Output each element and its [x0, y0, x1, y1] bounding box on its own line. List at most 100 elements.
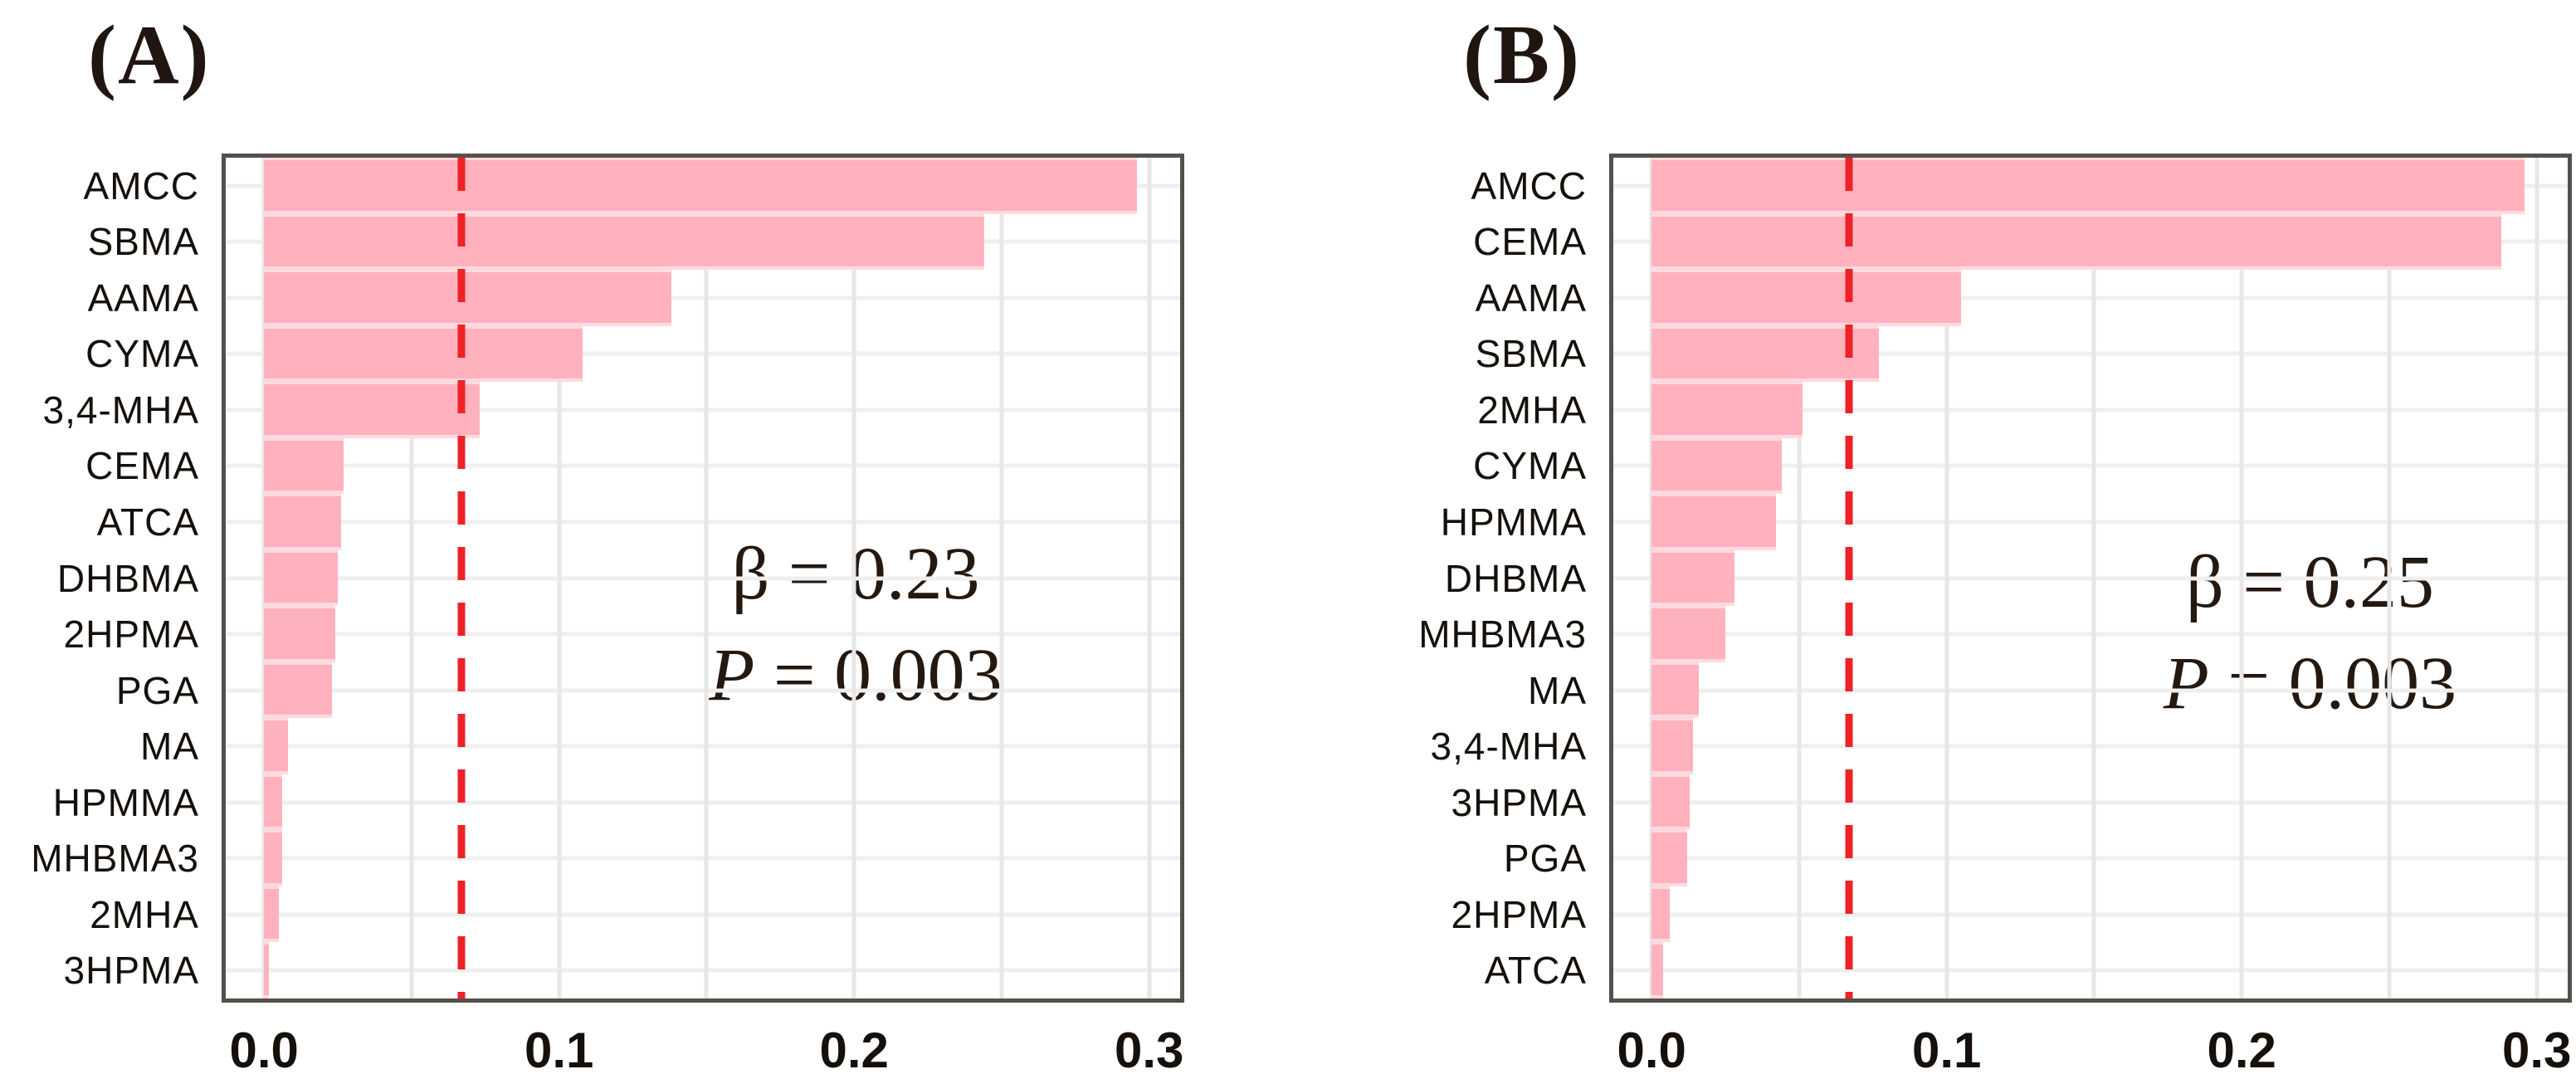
beta-symbol: β: [731, 533, 769, 615]
y-category-label: 2MHA: [90, 892, 199, 937]
y-category-label: 2HPMA: [64, 612, 199, 657]
bar-AAMA: [264, 270, 671, 326]
x-tick-label: 0.3: [2502, 1022, 2571, 1079]
bar-HPMMA: [1651, 494, 1775, 550]
y-category-label: 3,4-MHA: [1431, 724, 1587, 769]
vertical-gridline: [999, 158, 1003, 998]
y-category-label: ATCA: [1485, 948, 1587, 993]
horizontal-gridline: [226, 969, 1180, 973]
horizontal-gridline: [1613, 912, 2568, 916]
bar-2HPMA: [1651, 886, 1669, 943]
x-tick-label: 0.1: [1912, 1022, 1981, 1079]
bar-3,4-MHA: [1651, 718, 1693, 774]
y-category-label: SBMA: [88, 219, 199, 264]
vertical-gridline: [2535, 158, 2539, 998]
beta-line: β = 0.25: [2005, 532, 2576, 633]
y-category-label: SBMA: [1476, 331, 1587, 376]
y-category-label: HPMMA: [53, 780, 199, 825]
panel-title-b: (B): [1463, 7, 1581, 104]
y-category-label: 3HPMA: [64, 948, 199, 993]
bar-2MHA: [264, 886, 279, 943]
p-symbol: P: [2164, 642, 2209, 725]
y-category-label: DHBMA: [1445, 556, 1587, 601]
y-category-label: MA: [1528, 668, 1587, 713]
bar-HPMMA: [264, 774, 281, 831]
y-category-label: PGA: [116, 668, 199, 713]
horizontal-gridline: [1613, 800, 2568, 804]
horizontal-gridline: [1613, 969, 2568, 973]
y-category-label: 3,4-MHA: [43, 388, 199, 432]
horizontal-gridline: [1613, 576, 2568, 580]
bar-MA: [264, 718, 287, 774]
vertical-gridline: [2240, 158, 2244, 998]
bar-ATCA: [1651, 942, 1663, 998]
y-category-label: CYMA: [85, 331, 199, 376]
bar-CYMA: [1651, 438, 1781, 495]
bar-PGA: [264, 662, 332, 719]
y-category-label: CEMA: [1473, 219, 1587, 264]
x-tick-label: 0.0: [1617, 1022, 1686, 1079]
bar-DHBMA: [1651, 550, 1734, 607]
bar-MHBMA3: [1651, 606, 1725, 662]
y-category-label: MHBMA3: [31, 836, 199, 881]
horizontal-gridline: [226, 576, 1180, 580]
p-value: = 0.003: [754, 634, 1002, 716]
x-tick-label: 0.2: [2207, 1022, 2276, 1079]
bar-2MHA: [1651, 382, 1802, 438]
bar-MHBMA3: [264, 830, 281, 886]
threshold-line: [1846, 158, 1853, 998]
threshold-line: [458, 158, 466, 998]
horizontal-gridline: [1613, 857, 2568, 861]
horizontal-gridline: [226, 912, 1180, 916]
p-value: = 0.003: [2209, 642, 2456, 725]
horizontal-gridline: [226, 520, 1180, 524]
horizontal-gridline: [226, 688, 1180, 692]
y-category-label: 3HPMA: [1451, 780, 1587, 825]
vertical-gridline: [2092, 158, 2096, 998]
vertical-gridline: [1147, 158, 1151, 998]
horizontal-gridline: [226, 800, 1180, 804]
y-category-label: 2MHA: [1477, 388, 1587, 432]
x-tick-label: 0.2: [819, 1022, 888, 1079]
horizontal-gridline: [1613, 745, 2568, 749]
horizontal-gridline: [226, 632, 1180, 637]
bar-AAMA: [1651, 270, 1961, 326]
vertical-gridline: [852, 158, 856, 998]
panel-title-a: (A): [88, 7, 211, 104]
bar-SBMA: [1651, 326, 1879, 383]
beta-symbol: β: [2186, 541, 2224, 623]
y-category-label: AMCC: [1471, 164, 1587, 208]
x-tick-label: 0.0: [229, 1022, 298, 1079]
bar-AMCC: [1651, 158, 2525, 214]
horizontal-gridline: [1613, 632, 2568, 637]
y-category-label: HPMMA: [1441, 500, 1587, 544]
x-tick-label: 0.1: [524, 1022, 593, 1079]
vertical-gridline: [2387, 158, 2391, 998]
x-tick-label: 0.3: [1115, 1022, 1183, 1079]
beta-value: = 0.23: [769, 533, 979, 615]
y-category-label: MA: [140, 724, 199, 769]
y-category-label: AAMA: [1476, 276, 1587, 320]
y-category-label: ATCA: [97, 500, 199, 544]
y-category-label: AAMA: [88, 276, 199, 320]
bar-DHBMA: [264, 550, 338, 607]
p-symbol: P: [709, 634, 754, 716]
pvalue-line: P = 0.003: [2005, 633, 2576, 735]
bar-2HPMA: [264, 606, 334, 662]
horizontal-gridline: [1613, 688, 2568, 692]
bar-3HPMA: [1651, 774, 1690, 831]
bar-ATCA: [264, 494, 340, 550]
y-category-label: MHBMA3: [1418, 612, 1587, 657]
beta-value: = 0.25: [2224, 541, 2434, 623]
bar-CEMA: [1651, 214, 2501, 271]
y-category-label: 2HPMA: [1451, 892, 1587, 937]
vertical-gridline: [705, 158, 709, 998]
y-category-label: AMCC: [84, 164, 199, 208]
bar-CYMA: [264, 326, 583, 383]
bar-CEMA: [264, 438, 344, 495]
y-category-label: PGA: [1504, 836, 1587, 881]
bar-3,4-MHA: [264, 382, 480, 438]
